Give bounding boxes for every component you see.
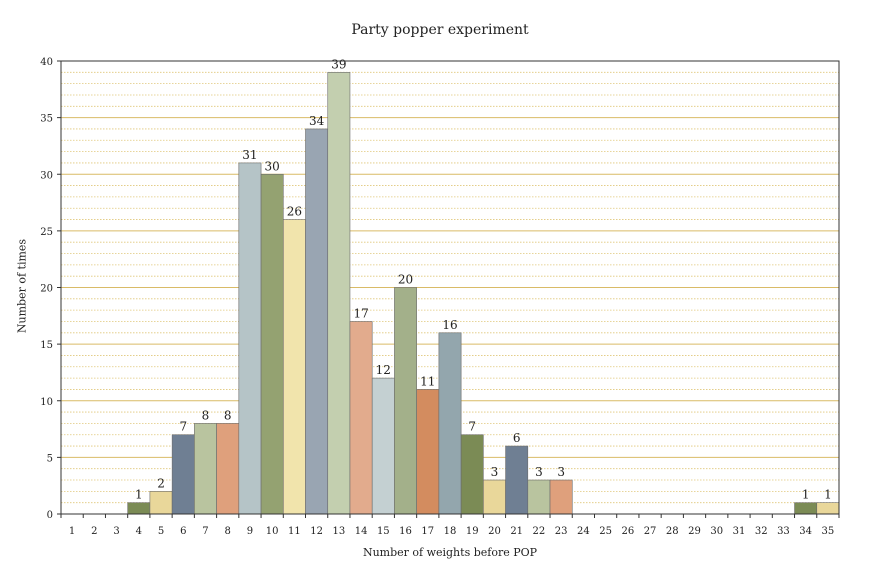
x-tick-label: 29 <box>688 526 701 537</box>
bar <box>216 423 240 515</box>
data-label: 2 <box>157 476 165 490</box>
x-tick-label: 11 <box>288 526 301 537</box>
x-tick-label: 17 <box>421 526 434 537</box>
x-tick-label: 26 <box>621 526 634 537</box>
x-tick-label: 2 <box>91 526 97 537</box>
x-tick-label: 18 <box>444 526 457 537</box>
x-tick-label: 5 <box>158 526 164 537</box>
y-tick-label: 30 <box>40 170 53 181</box>
x-tick-label: 10 <box>266 526 279 537</box>
bar <box>371 377 395 515</box>
x-tick-label: 24 <box>577 526 590 537</box>
data-label: 16 <box>442 318 457 332</box>
bar <box>816 502 840 515</box>
x-axis-label: Number of weights before POP <box>362 546 538 559</box>
bar <box>527 479 551 515</box>
x-tick-label: 14 <box>355 526 368 537</box>
bar <box>305 128 329 515</box>
data-label: 31 <box>242 148 257 162</box>
bar <box>505 445 529 515</box>
x-tick-label: 30 <box>710 526 723 537</box>
y-tick-label: 25 <box>40 227 53 238</box>
x-tick-label: 15 <box>377 526 390 537</box>
data-label: 1 <box>802 488 810 502</box>
x-tick-label: 12 <box>310 526 323 537</box>
data-label: 26 <box>287 205 302 219</box>
x-tick-label: 19 <box>466 526 479 537</box>
bar <box>127 502 151 515</box>
x-tick-label: 31 <box>733 526 746 537</box>
data-label: 8 <box>202 408 210 422</box>
data-label: 6 <box>513 431 521 445</box>
data-label: 1 <box>824 488 832 502</box>
x-tick-label: 23 <box>555 526 568 537</box>
bar <box>549 479 573 515</box>
y-tick-label: 35 <box>40 114 53 125</box>
x-tick-label: 20 <box>488 526 501 537</box>
x-tick-label: 22 <box>533 526 546 537</box>
bar <box>282 219 306 515</box>
x-tick-label: 1 <box>69 526 75 537</box>
x-tick-label: 27 <box>644 526 657 537</box>
data-label: 11 <box>420 374 435 388</box>
chart-title: Party popper experiment <box>351 22 529 38</box>
x-tick-label: 3 <box>113 526 119 537</box>
data-label: 34 <box>309 114 325 128</box>
data-label: 7 <box>179 420 187 434</box>
y-tick-label: 10 <box>40 397 53 408</box>
data-label: 17 <box>353 306 368 320</box>
x-tick-label: 6 <box>180 526 186 537</box>
bar <box>194 423 217 515</box>
data-label: 20 <box>398 273 413 287</box>
bar <box>394 287 417 515</box>
bar <box>349 321 373 515</box>
x-tick-label: 32 <box>755 526 768 537</box>
bar <box>149 491 173 515</box>
x-tick-label: 35 <box>822 526 835 537</box>
y-tick-label: 0 <box>47 510 53 521</box>
bar <box>327 72 351 515</box>
y-tick-label: 20 <box>40 284 53 295</box>
data-label: 7 <box>468 420 476 434</box>
bar <box>171 434 195 515</box>
x-tick-label: 4 <box>136 526 142 537</box>
bar <box>238 162 262 515</box>
x-tick-label: 9 <box>247 526 253 537</box>
data-label: 8 <box>224 408 232 422</box>
x-tick-label: 16 <box>399 526 412 537</box>
x-tick-label: 33 <box>777 526 790 537</box>
data-label: 1 <box>135 488 143 502</box>
x-tick-label: 25 <box>599 526 612 537</box>
data-label: 30 <box>265 159 280 173</box>
y-tick-label: 15 <box>40 340 53 351</box>
x-tick-label: 28 <box>666 526 679 537</box>
x-tick-label: 21 <box>510 526 523 537</box>
bar <box>483 479 506 515</box>
y-tick-label: 5 <box>47 453 53 464</box>
bar <box>438 332 462 515</box>
y-tick-label: 40 <box>40 57 53 68</box>
data-label: 12 <box>376 363 391 377</box>
bar <box>460 434 484 515</box>
data-label: 3 <box>557 465 565 479</box>
data-label: 39 <box>331 57 346 71</box>
data-label: 3 <box>491 465 499 479</box>
x-tick-label: 13 <box>332 526 345 537</box>
data-label: 3 <box>535 465 543 479</box>
bar <box>416 389 440 515</box>
bar <box>794 502 818 515</box>
x-tick-label: 7 <box>202 526 208 537</box>
x-tick-label: 34 <box>799 526 812 537</box>
bar <box>260 173 284 515</box>
x-tick-label: 8 <box>225 526 231 537</box>
